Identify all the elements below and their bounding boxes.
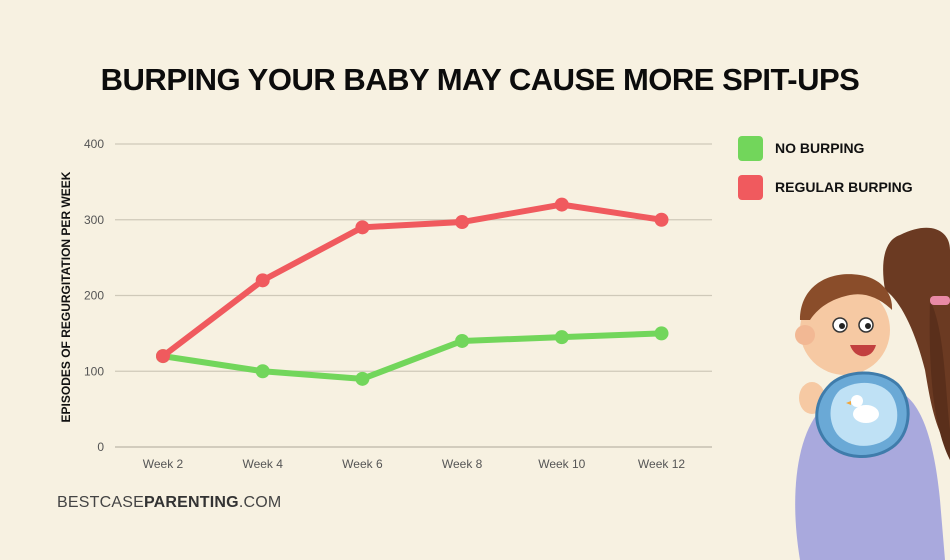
duck-head	[851, 395, 863, 407]
data-point-regular-burping-2	[255, 273, 270, 288]
mother-baby-illustration	[795, 227, 950, 560]
footer-brand-bold: PARENTING	[143, 494, 239, 511]
legend-label-no-burping: NO BURPING	[775, 140, 865, 156]
footer-brand: BESTCASEPARENTING.COM	[57, 494, 281, 512]
data-point-regular-burping-5	[554, 197, 569, 212]
legend-swatch-regular-burping	[738, 174, 763, 200]
duck-body	[853, 405, 879, 423]
legend-swatch-no-burping	[738, 135, 763, 161]
x-tick-label-2: Week 4	[242, 457, 283, 471]
x-tick-label-1: Week 2	[143, 457, 184, 471]
x-tick-label-3: Week 6	[342, 457, 383, 471]
y-tick-label-200: 200	[84, 289, 104, 303]
data-point-no-burping-3	[355, 371, 370, 386]
chart-title: BURPING YOUR BABY MAY CAUSE MORE SPIT-UP…	[100, 62, 860, 97]
series-line-regular-burping	[160, 201, 665, 360]
legend-item-no-burping: NO BURPING	[738, 134, 913, 162]
baby-pupil-left	[839, 323, 845, 329]
data-point-regular-burping-6	[654, 212, 669, 227]
data-point-regular-burping-3	[355, 220, 370, 235]
y-axis-label: EPISODES OF REGURGITATION PER WEEK	[59, 171, 73, 423]
data-point-no-burping-4	[455, 333, 470, 348]
x-tick-label-4: Week 8	[442, 457, 483, 471]
y-tick-label-0: 0	[97, 440, 104, 454]
y-tick-label-100: 100	[84, 364, 104, 378]
data-point-regular-burping-1	[156, 349, 170, 364]
footer-brand-suffix: .COM	[238, 494, 282, 511]
legend-item-regular-burping: REGULAR BURPING	[738, 173, 913, 201]
series-line-no-burping	[160, 330, 665, 382]
hair-tie	[930, 296, 950, 305]
legend-label-regular-burping: REGULAR BURPING	[775, 179, 913, 195]
baby-ear	[795, 325, 815, 345]
x-tick-label-6: Week 12	[638, 457, 685, 471]
data-point-no-burping-5	[554, 330, 569, 345]
footer-brand-prefix: BESTCASE	[57, 494, 144, 511]
y-tick-label-300: 300	[84, 213, 104, 227]
x-tick-label-5: Week 10	[538, 457, 585, 471]
data-point-no-burping-2	[255, 364, 270, 379]
data-point-no-burping-6	[654, 326, 669, 341]
mother-hair-strand	[929, 300, 950, 460]
baby-hair	[800, 274, 893, 320]
data-point-regular-burping-4	[455, 215, 470, 230]
legend: NO BURPING REGULAR BURPING	[738, 134, 913, 212]
baby-mouth	[850, 345, 876, 357]
baby-pupil-right	[865, 323, 871, 329]
duck-beak	[846, 401, 851, 405]
y-tick-label-400: 400	[84, 137, 104, 151]
